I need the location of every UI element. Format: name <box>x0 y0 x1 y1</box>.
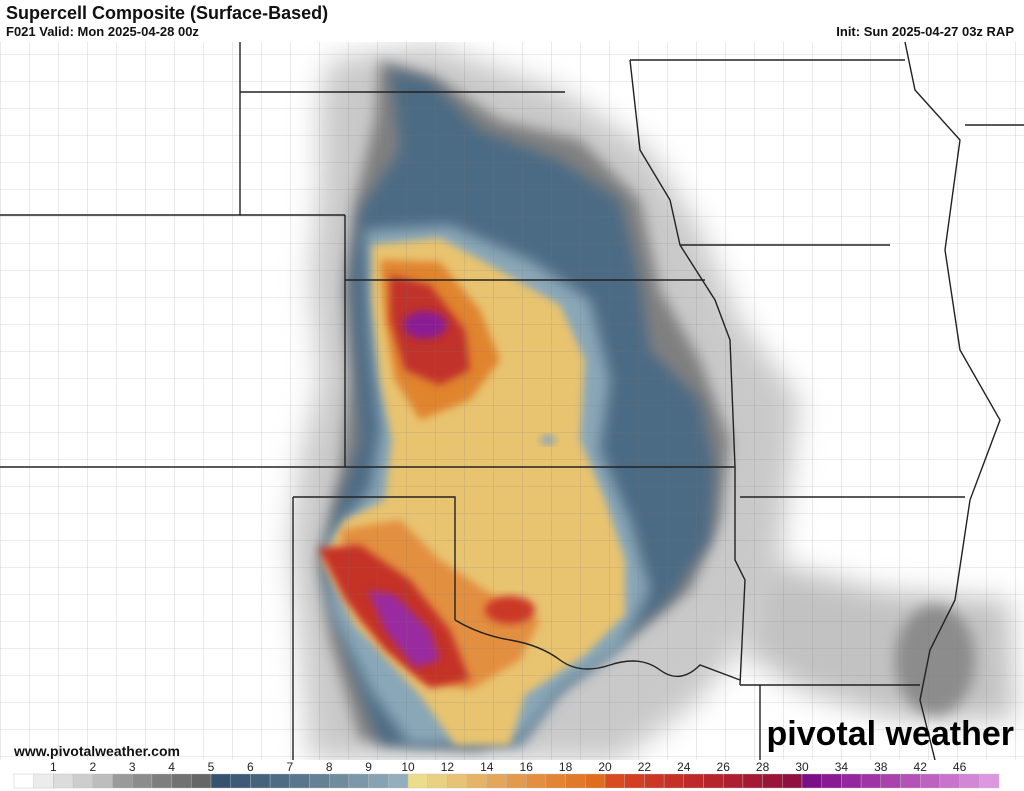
colorbar-bin <box>250 773 271 789</box>
colorbar-tick-label: 6 <box>247 760 254 774</box>
colorbar-bin <box>171 773 192 789</box>
colorbar-bin <box>821 773 842 789</box>
colorbar-bin <box>801 773 822 789</box>
colorbar-bin <box>309 773 330 789</box>
colorbar-bin <box>624 773 645 789</box>
colorbar-bin <box>33 773 54 789</box>
colorbar-bin <box>131 773 153 789</box>
colorbar-bin <box>782 773 803 789</box>
colorbar-bin <box>269 773 291 789</box>
colorbar-bin <box>289 773 310 789</box>
state-borders <box>0 42 1024 760</box>
colorbar-tick-label: 9 <box>365 760 372 774</box>
colorbar-tick-label: 5 <box>208 760 215 774</box>
colorbar-tick-label: 30 <box>795 760 809 774</box>
colorbar-bin <box>841 773 862 789</box>
colorbar-bin <box>545 773 566 789</box>
colorbar-bin <box>762 773 783 789</box>
colorbar-tick-label: 24 <box>677 760 691 774</box>
colorbar-bin <box>742 773 763 789</box>
colorbar-bin <box>979 773 1000 789</box>
map-title: Supercell Composite (Surface-Based) <box>6 3 329 23</box>
colorbar-tick-label: 1 <box>50 760 57 774</box>
colorbar-tick-label: 46 <box>953 760 967 774</box>
colorbar-tick-label: 26 <box>717 760 731 774</box>
colorbar-bin <box>210 773 231 789</box>
county-lines <box>0 42 1024 760</box>
colorbar-tick-label: 8 <box>326 760 333 774</box>
colorbar-tick-label: 28 <box>756 760 770 774</box>
colorbar-bin <box>900 773 921 789</box>
colorbar-bin <box>585 773 606 789</box>
colorbar-bin <box>703 773 724 789</box>
colorbar-bin <box>939 773 960 789</box>
colorbar-bin <box>112 773 133 789</box>
colorbar-tick-label: 20 <box>598 760 612 774</box>
valid-time: F021 Valid: Mon 2025-04-28 00z <box>6 24 199 39</box>
colorbar-bin <box>663 773 684 789</box>
colorbar-bin <box>388 773 409 789</box>
colorbar-tick-label: 7 <box>286 760 293 774</box>
colorbar-bin <box>72 773 93 789</box>
colorbar-bin <box>506 773 527 789</box>
weather-map <box>0 42 1024 760</box>
colorbar-bin <box>920 773 941 789</box>
colorbar-bin <box>427 773 448 789</box>
colorbar-tick-label: 38 <box>874 760 888 774</box>
colorbar-bin <box>368 773 389 789</box>
colorbar-tick-label: 18 <box>559 760 573 774</box>
colorbar-bin <box>230 773 251 789</box>
colorbar-tick-label: 14 <box>480 760 494 774</box>
colorbar-bin <box>486 773 507 789</box>
colorbar-bin <box>644 773 665 789</box>
colorbar-bin <box>13 773 34 789</box>
colorbar-tick-label: 4 <box>168 760 175 774</box>
colorbar-tick-label: 16 <box>520 760 534 774</box>
colorbar-bin <box>407 773 428 789</box>
colorbar-bin <box>880 773 901 789</box>
colorbar-tick-label: 34 <box>835 760 849 774</box>
colorbar-bin <box>447 773 468 789</box>
colorbar-bin <box>565 773 586 789</box>
colorbar-bin <box>604 773 625 789</box>
colorbar-bin <box>959 773 980 789</box>
colorbar-tick-label: 10 <box>401 760 415 774</box>
colorbar-bin <box>329 773 350 789</box>
colorbar-bin <box>683 773 704 789</box>
pivotal-weather-logo: pivotal weather <box>766 715 1014 753</box>
colorbar-bin <box>348 773 369 789</box>
colorbar-bin <box>53 773 74 789</box>
colorbar-tick-label: 3 <box>129 760 136 774</box>
colorbar-bin <box>860 773 881 789</box>
colorbar-bin <box>92 773 113 789</box>
colorbar-bin <box>151 773 172 789</box>
color-legend: 1 2 3 4 5 6 7 8 9 10 12 14 16 18 20 22 24 26 28 30 34 38 42 46 <box>0 760 1024 791</box>
colorbar-tick-label: 2 <box>89 760 96 774</box>
colorbar-bin <box>191 773 212 789</box>
colorbar-tick-label: 22 <box>638 760 652 774</box>
colorbar: 1 2 3 4 5 6 7 8 9 10 12 14 16 18 20 22 24 26 28 30 34 38 42 46 <box>13 760 1000 789</box>
colorbar-tick-label: 12 <box>441 760 455 774</box>
colorbar-bin <box>526 773 547 789</box>
init-time: Init: Sun 2025-04-27 03z RAP <box>836 24 1014 39</box>
colorbar-bin <box>466 773 488 789</box>
website-url: www.pivotalweather.com <box>14 743 180 759</box>
colorbar-tick-label: 42 <box>914 760 928 774</box>
colorbar-bin <box>723 773 744 789</box>
